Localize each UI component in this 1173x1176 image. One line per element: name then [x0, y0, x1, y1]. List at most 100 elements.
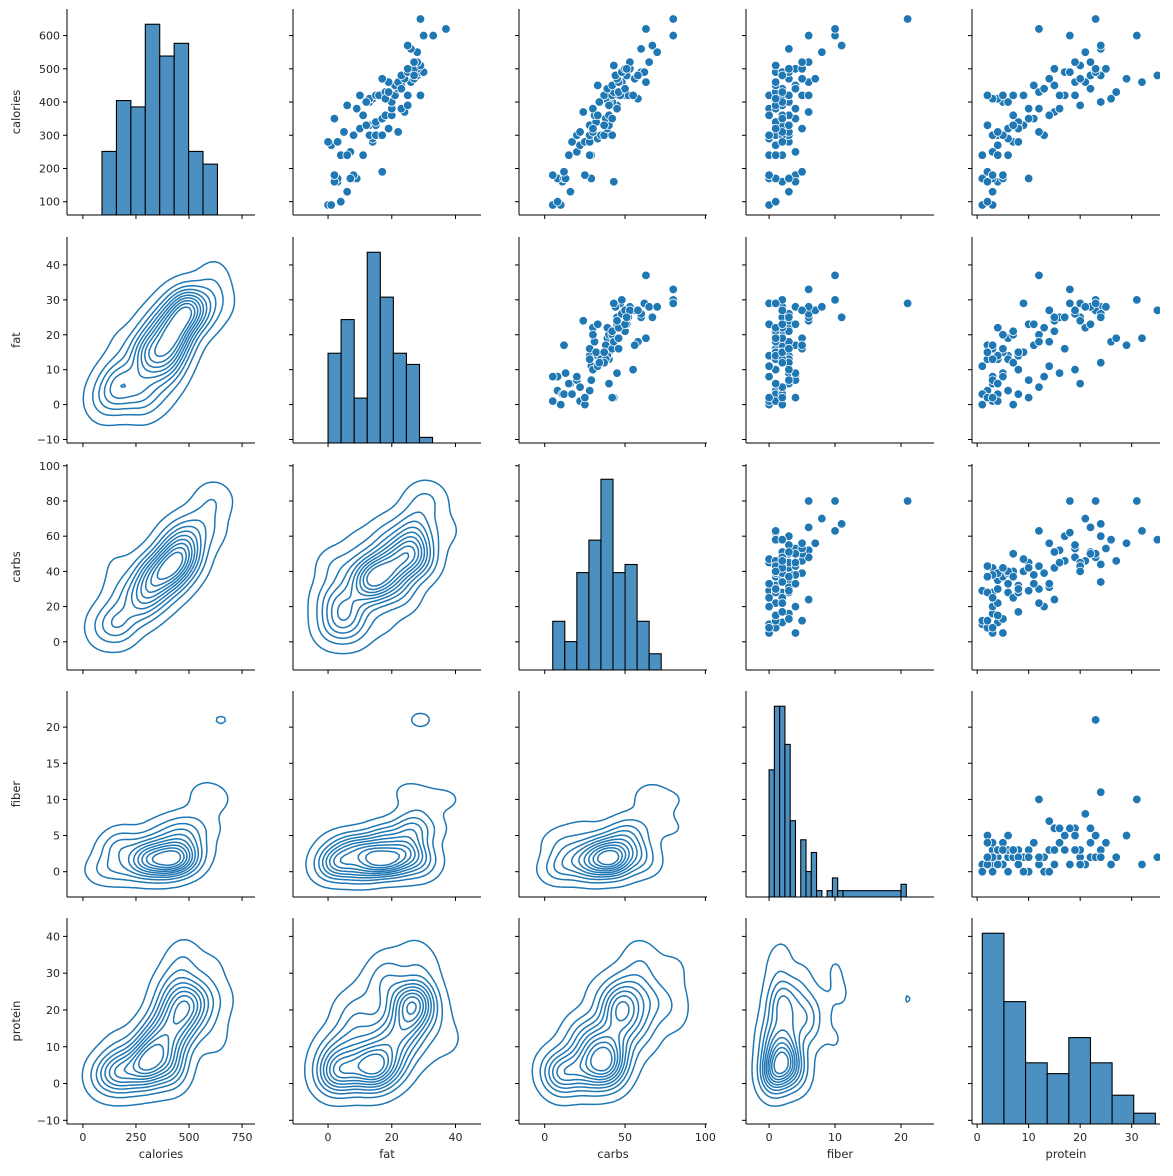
scatter-point: [830, 270, 840, 281]
scatter-point: [339, 127, 349, 137]
panel-content: [535, 783, 680, 890]
scatter-point: [777, 556, 787, 566]
scatter-point: [580, 170, 590, 180]
scatter-point: [599, 120, 609, 130]
scatter-point: [764, 130, 774, 140]
scatter-point: [644, 302, 654, 312]
scatter-point: [790, 557, 801, 568]
scatter-point: [1008, 357, 1018, 368]
scatter-point: [777, 357, 787, 368]
kde-contour: [357, 847, 407, 869]
x-tick-label: 30: [1125, 1131, 1139, 1144]
scatter-point: [797, 57, 807, 67]
scatter-point: [326, 200, 336, 210]
kde-contour: [325, 828, 424, 877]
panel-calories-vs-protein: [968, 9, 1160, 219]
kde-contour: [92, 278, 224, 417]
scatter-point: [586, 375, 597, 385]
y-axis-label-fiber: fiber: [9, 781, 23, 808]
panel-calories-vs-calories: 100 200 300 400 500 600 calories: [9, 9, 255, 219]
panel-content: [768, 705, 907, 897]
x-tick-label: 750: [232, 1131, 253, 1144]
kde-contour: [551, 985, 645, 1086]
scatter-point: [1029, 319, 1039, 329]
scatter-point: [777, 70, 787, 81]
histogram-bar: [842, 890, 902, 897]
kde-contour: [319, 979, 435, 1091]
y-tick-label: 40: [46, 565, 60, 578]
scatter-point: [1090, 64, 1101, 74]
scatter-point: [803, 107, 814, 117]
scatter-point: [1003, 385, 1013, 396]
kde-contour: [339, 844, 412, 871]
scatter-point: [977, 867, 988, 877]
scatter-point: [797, 538, 807, 548]
scatter-point: [1075, 100, 1085, 111]
kde-contour: [332, 840, 416, 873]
kde-contour: [120, 294, 205, 388]
scatter-point: [797, 167, 807, 177]
scatter-point: [777, 113, 787, 124]
scatter-point: [332, 137, 343, 147]
scatter-point: [977, 150, 988, 160]
scatter-point: [377, 74, 387, 84]
scatter-point: [1018, 867, 1029, 877]
scatter-point: [604, 100, 614, 111]
kde-contour: [100, 976, 210, 1090]
scatter-point: [1044, 579, 1054, 589]
scatter-point: [1106, 535, 1116, 545]
scatter-point: [784, 614, 794, 624]
kde-contour: [556, 990, 640, 1083]
scatter-point: [1070, 90, 1080, 101]
histogram-bar: [800, 839, 807, 897]
scatter-point: [764, 392, 774, 403]
histogram-bar: [831, 877, 839, 897]
kde-contour: [318, 816, 432, 882]
scatter-point: [1023, 852, 1034, 862]
histogram-bar: [624, 563, 638, 670]
kde-contour: [338, 996, 421, 1078]
histogram-bar: [612, 572, 626, 670]
y-tick-label: 400: [39, 96, 60, 109]
kde-contour: [114, 990, 199, 1080]
kde-contour: [589, 1046, 613, 1072]
panel-fiber-vs-calories: 0 5 10 15 20 fiber: [9, 691, 255, 901]
scatter-point: [764, 371, 774, 382]
panel-content: [84, 715, 229, 890]
kde-contour: [313, 809, 437, 885]
scatter-point: [607, 113, 617, 124]
histogram-bar: [768, 769, 775, 897]
scatter-point: [784, 364, 794, 375]
kde-contour: [761, 987, 808, 1092]
scatter-point: [644, 57, 654, 67]
scatter-point: [998, 330, 1008, 340]
scatter-point: [770, 60, 781, 71]
scatter-point: [1065, 527, 1075, 538]
scatter-point: [578, 316, 588, 326]
x-tick-label: 0: [541, 1131, 548, 1144]
scatter-point: [403, 64, 413, 74]
histogram-bar: [600, 478, 614, 670]
scatter-point: [1003, 579, 1013, 589]
panel-content: [764, 496, 913, 638]
scatter-point: [1060, 312, 1070, 323]
x-tick-label: 20: [894, 1131, 908, 1144]
histogram-bar: [564, 641, 578, 670]
scatter-point: [1096, 531, 1106, 541]
x-tick-label: 10: [1022, 1131, 1036, 1144]
scatter-point: [1039, 84, 1049, 94]
scatter-point: [352, 103, 362, 114]
x-axis-label-calories: calories: [139, 1147, 184, 1161]
scatter-point: [612, 103, 622, 114]
scatter-point: [560, 368, 571, 378]
scatter-point: [1065, 496, 1075, 506]
scatter-point: [1034, 794, 1044, 805]
kde-contour: [756, 970, 821, 1099]
kde-contour: [539, 959, 673, 1098]
scatter-point: [1049, 845, 1060, 855]
scatter-point: [612, 316, 622, 326]
scatter-point: [777, 577, 787, 587]
scatter-point: [1096, 97, 1106, 107]
scatter-point: [777, 305, 787, 316]
scatter-point: [1132, 496, 1142, 506]
